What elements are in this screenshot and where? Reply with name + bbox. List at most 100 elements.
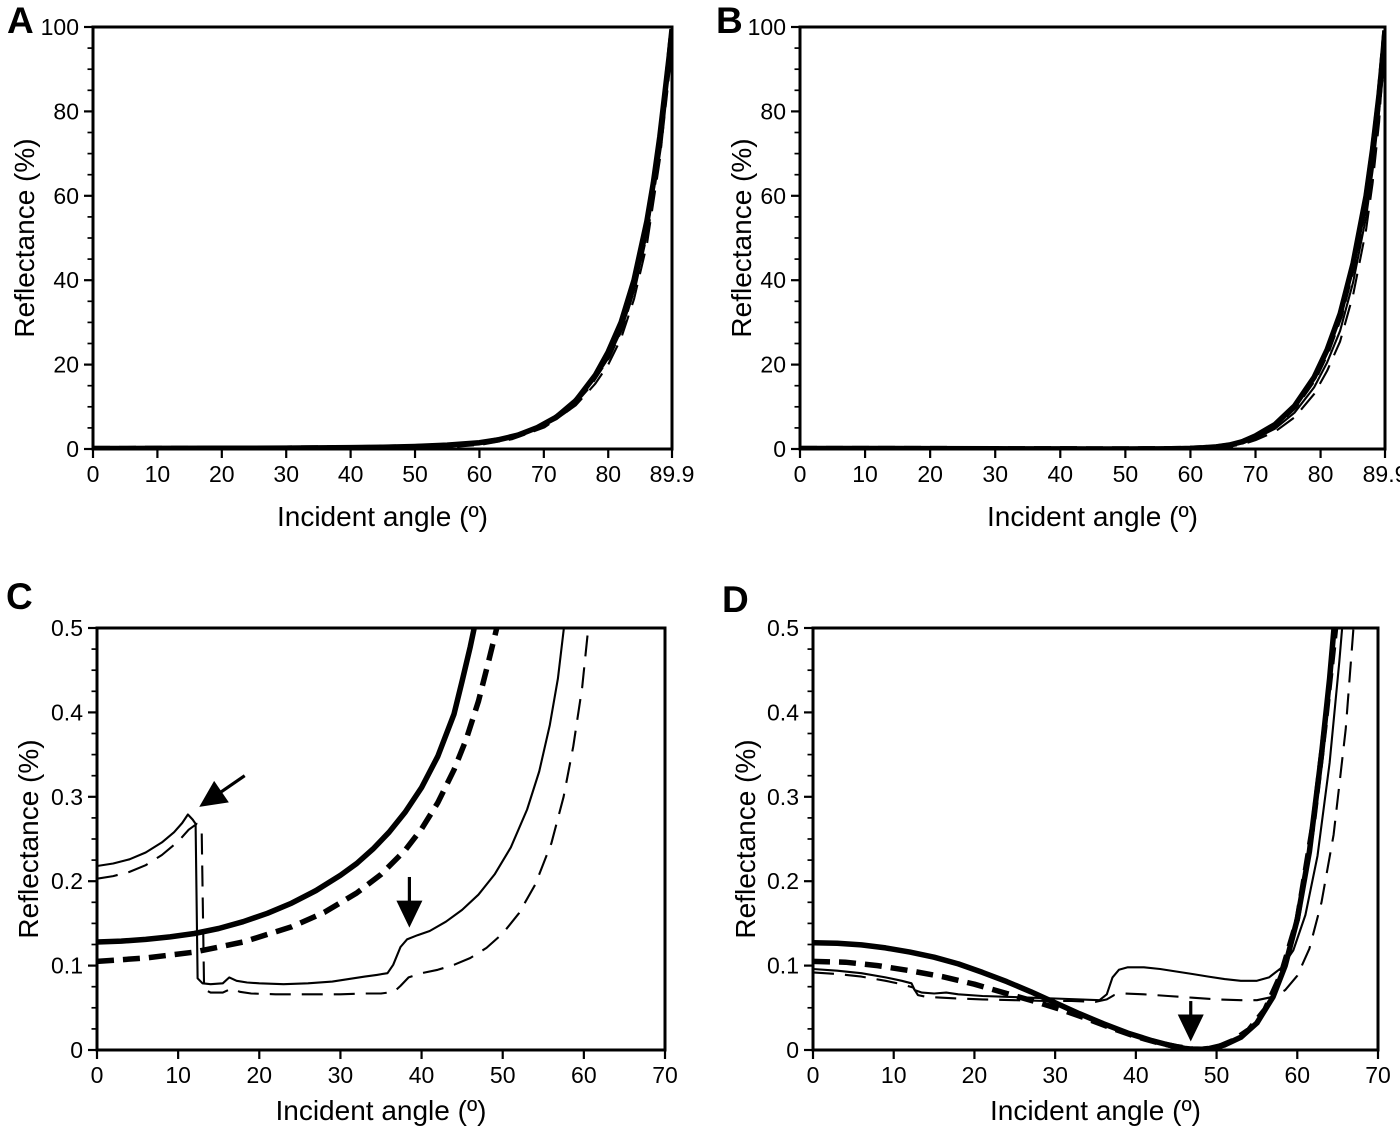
x-tick-label: 60: [1284, 1062, 1310, 1088]
panel-a-x-axis-title: Incident angle (º): [276, 501, 488, 532]
x-tick-label: 40: [409, 1062, 435, 1088]
x-tick-label: 10: [852, 461, 878, 487]
x-tick-label: 20: [209, 461, 235, 487]
x-tick-label: 30: [982, 461, 1008, 487]
panel-b-y-axis: 0 20 40 60 80 100: [748, 14, 800, 462]
panel-c-curve-thick-solid: [97, 628, 478, 945]
x-tick-label: 70: [1365, 1062, 1391, 1088]
y-tick-label: 0: [66, 436, 79, 462]
panel-b-curve-thick-dashed: [800, 30, 1385, 449]
x-tick-label: 40: [338, 461, 364, 487]
panel-c-letter: C: [6, 576, 33, 617]
panel-d-y-axis: 0 0.1 0.2 0.3 0.4 0.5: [767, 615, 813, 1063]
panel-c-curve-thin-solid: [97, 628, 565, 986]
panel-a-y-axis-title: Reflectance (%): [9, 138, 40, 338]
panel-c-y-axis: 0 0.1 0.2 0.3 0.4 0.5: [51, 615, 97, 1063]
x-tick-label: 0: [794, 461, 807, 487]
panel-b-curve-thin-dashed: [800, 33, 1385, 449]
x-tick-label: 70: [652, 1062, 678, 1088]
panel-b-curves: [800, 30, 1385, 449]
x-tick-label: 80: [1308, 461, 1334, 487]
x-tick-label: 89.9: [1363, 461, 1400, 487]
x-tick-label: 80: [595, 461, 621, 487]
x-tick-label: 30: [273, 461, 299, 487]
y-tick-label: 0: [773, 436, 786, 462]
y-tick-label: 0.5: [767, 615, 799, 641]
y-tick-label: 80: [760, 98, 786, 124]
panel-c-curve-thin-dashed: [97, 628, 590, 996]
x-tick-label: 30: [328, 1062, 354, 1088]
x-tick-label: 89.9: [650, 461, 695, 487]
y-tick-label: 100: [41, 14, 79, 40]
y-tick-label: 0.5: [51, 615, 83, 641]
x-tick-label: 50: [490, 1062, 516, 1088]
panel-c-x-axis: 0 10 20 30 40 50 60 70: [91, 1050, 678, 1088]
y-tick-label: 0.1: [51, 953, 83, 979]
x-tick-label: 70: [531, 461, 557, 487]
arrow-shaft: [217, 774, 246, 796]
panel-d-curve-thick-dashed: [813, 628, 1339, 1050]
y-tick-label: 20: [53, 352, 79, 378]
y-tick-label: 0.1: [767, 953, 799, 979]
panel-c-plot: 0 10 20 30 40 50 60 70 0 0.1 0.2 0.3 0.4 0.5: [51, 615, 678, 1088]
x-tick-label: 10: [881, 1062, 907, 1088]
panel-d-letter: D: [722, 579, 749, 620]
x-tick-label: 60: [571, 1062, 597, 1088]
x-tick-label: 0: [87, 461, 100, 487]
x-tick-label: 50: [1113, 461, 1139, 487]
y-tick-label: 60: [760, 183, 786, 209]
x-tick-label: 50: [402, 461, 428, 487]
panel-d-curve-thin-solid: [813, 628, 1344, 1002]
panel-a-x-axis: 0 10 20 30 40 50 60 70 80 89.9: [87, 449, 695, 487]
panel-d-curve-thin-dashed: [813, 628, 1355, 1003]
panel-c-anomaly-step-arrow: [396, 876, 423, 928]
y-tick-label: 100: [748, 14, 786, 40]
panel-c-y-axis-title: Reflectance (%): [13, 739, 44, 939]
panel-b-plot: 0 10 20 30 40 50 60 70 80 89.9 0 20 40 60 80 100: [748, 14, 1400, 487]
x-tick-label: 20: [246, 1062, 272, 1088]
x-tick-label: 60: [467, 461, 493, 487]
panel-c-x-axis-title: Incident angle (º): [275, 1095, 487, 1126]
panel-d-x-axis-title: Incident angle (º): [989, 1095, 1201, 1126]
y-tick-label: 0.4: [51, 699, 83, 725]
panel-d-curve-thick-solid: [813, 628, 1337, 1050]
panel-b-axes-frame: [798, 25, 1387, 451]
panel-d-plot: 0 10 20 30 40 50 60 70 0 0.1 0.2 0.3 0.4 0.5: [767, 615, 1391, 1088]
y-tick-label: 0.3: [51, 784, 83, 810]
x-tick-label: 60: [1178, 461, 1204, 487]
x-tick-label: 40: [1123, 1062, 1149, 1088]
panel-d-curves: [813, 628, 1355, 1050]
y-tick-label: 0.2: [767, 868, 799, 894]
x-tick-label: 0: [91, 1062, 104, 1088]
panel-a-curve-thick-solid: [93, 28, 672, 449]
panel-a-curves: [93, 28, 672, 449]
y-tick-label: 0.2: [51, 868, 83, 894]
x-tick-label: 20: [917, 461, 943, 487]
y-tick-label: 0.4: [767, 699, 799, 725]
panel-b-x-axis: 0 10 20 30 40 50 60 70 80 89.9: [794, 449, 1400, 487]
y-tick-label: 60: [53, 183, 79, 209]
x-tick-label: 40: [1047, 461, 1073, 487]
x-tick-label: 20: [962, 1062, 988, 1088]
y-tick-label: 20: [760, 352, 786, 378]
x-tick-label: 30: [1042, 1062, 1068, 1088]
arrow-head: [1177, 1014, 1204, 1042]
panel-b-y-axis-title: Reflectance (%): [726, 138, 757, 338]
x-tick-label: 0: [807, 1062, 820, 1088]
panel-a-letter: A: [7, 0, 34, 41]
panel-d-brewster-minimum-arrow: [1177, 1001, 1204, 1042]
panel-d-axes-frame: [811, 626, 1380, 1052]
y-tick-label: 0.3: [767, 784, 799, 810]
panel-d-x-axis: 0 10 20 30 40 50 60 70: [807, 1050, 1391, 1088]
arrow-head: [396, 900, 423, 928]
panel-b-curve-thick-solid: [800, 30, 1385, 449]
arrow-head: [199, 780, 229, 807]
panel-c-curves: [97, 628, 590, 996]
panel-b-letter: B: [716, 0, 743, 41]
panel-c-curve-thick-dashed: [97, 628, 500, 965]
x-tick-label: 70: [1243, 461, 1269, 487]
panel-a-y-axis: 0 20 40 60 80 100: [41, 14, 93, 462]
panel-d-y-axis-title: Reflectance (%): [730, 739, 761, 939]
x-tick-label: 10: [165, 1062, 191, 1088]
